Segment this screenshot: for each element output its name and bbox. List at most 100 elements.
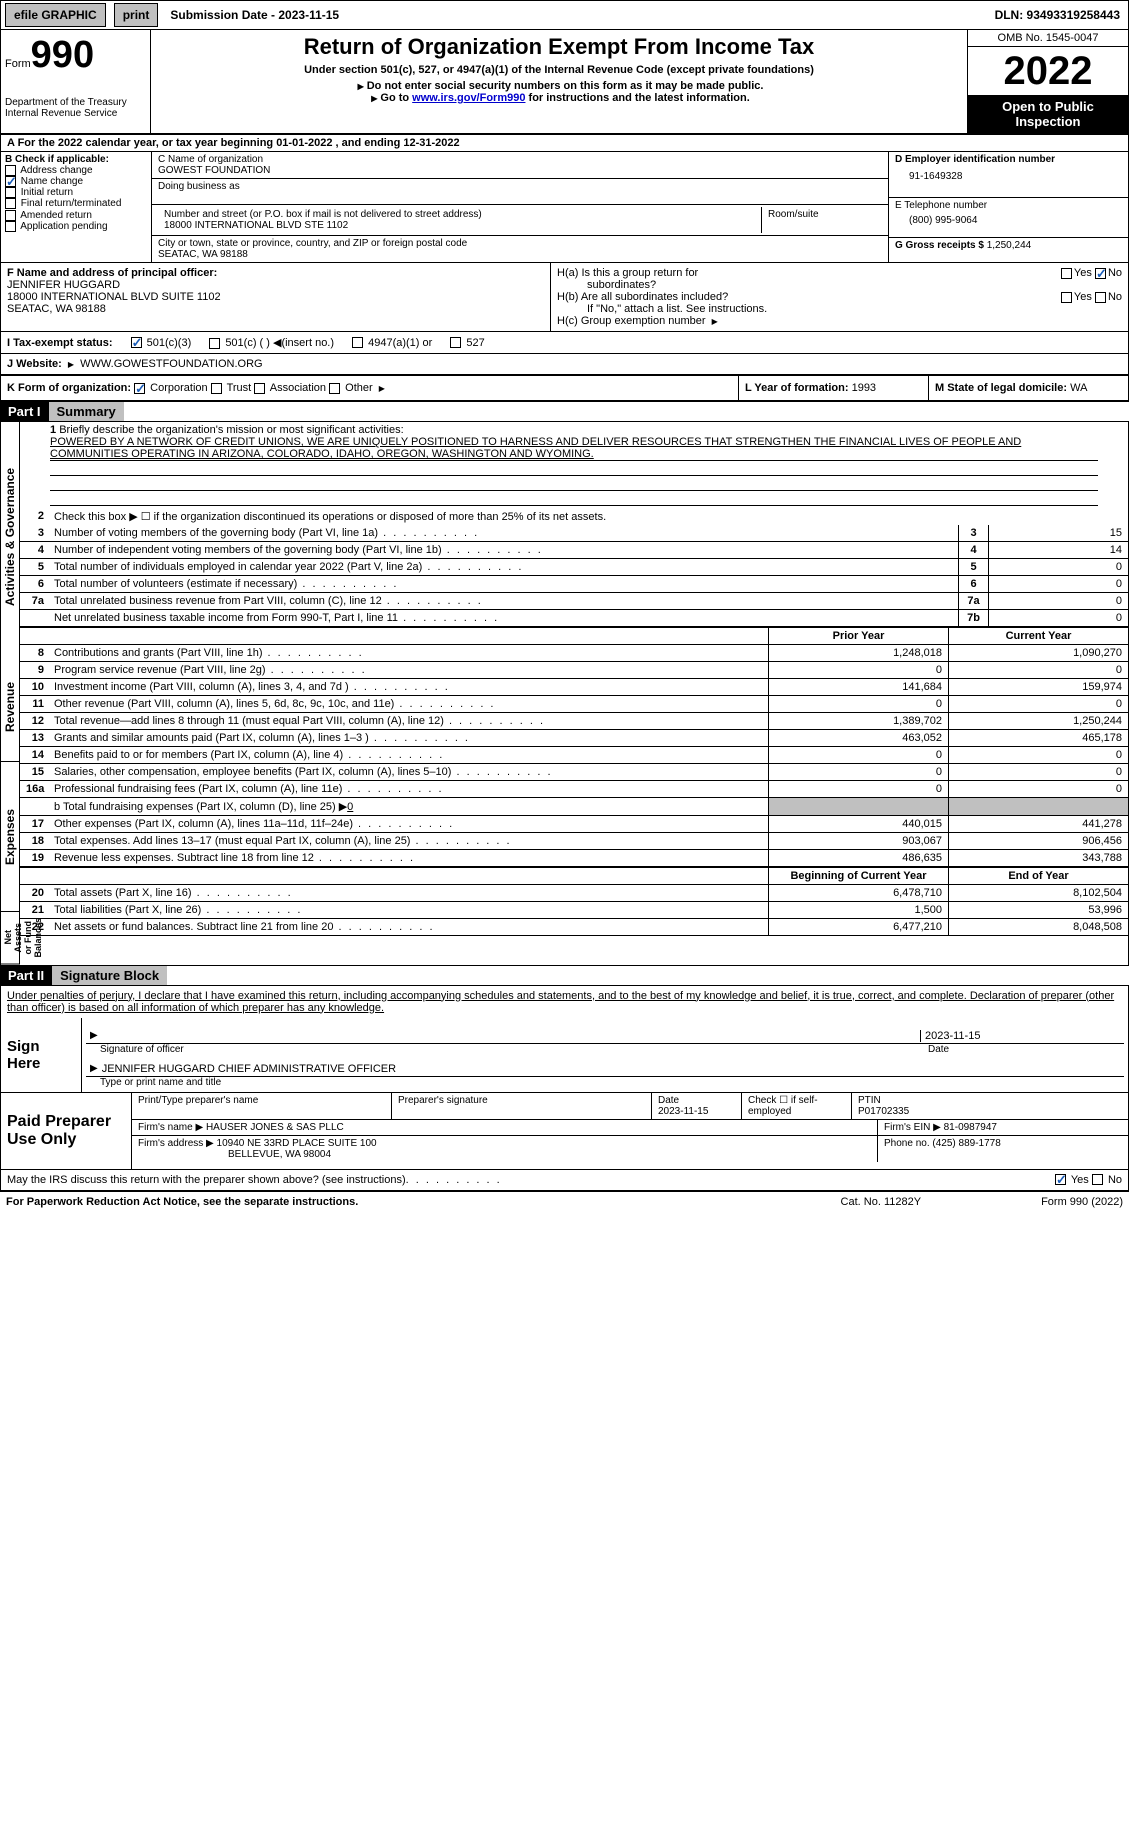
summary-section: Activities & Governance Revenue Expenses… [0, 421, 1129, 966]
main-title: Return of Organization Exempt From Incom… [155, 34, 963, 60]
org-name: GOWEST FOUNDATION [158, 165, 882, 176]
opt-final-return: Final return/terminated [21, 199, 122, 210]
firm-addr2: BELLEVUE, WA 98004 [138, 1149, 871, 1160]
line-val: 0 [988, 610, 1128, 626]
room-label: Room/suite [762, 207, 882, 233]
prior-val: 141,684 [768, 679, 948, 695]
opt-4947: 4947(a)(1) or [368, 337, 432, 349]
date-label: Date [924, 1044, 1124, 1055]
current-val: 0 [948, 747, 1128, 763]
chk-other[interactable] [329, 383, 340, 394]
line-text: Net unrelated business taxable income fr… [50, 610, 958, 626]
line-text: Other expenses (Part IX, column (A), lin… [50, 816, 768, 832]
chk-assoc[interactable] [254, 383, 265, 394]
part-i-label: Part I [0, 402, 49, 421]
prior-year-hdr: Prior Year [768, 628, 948, 644]
footer-mid: Cat. No. 11282Y [841, 1196, 922, 1208]
current-year-hdr: Current Year [948, 628, 1128, 644]
firm-ein-label: Firm's EIN ▶ [884, 1122, 941, 1133]
line-num: 10 [20, 679, 50, 695]
current-val: 53,996 [948, 902, 1128, 918]
vlabel-revenue: Revenue [1, 652, 20, 762]
opt-501c-insert: (insert no.) [281, 337, 334, 349]
sign-here-label: Sign Here [1, 1018, 81, 1092]
vlabel-netassets: Net Assets or Fund Balances [1, 912, 20, 965]
firm-addr1: 10940 NE 33RD PLACE SUITE 100 [217, 1138, 377, 1149]
l-label: L Year of formation: [745, 382, 849, 394]
chk-hb-yes[interactable] [1061, 292, 1072, 303]
tax-status-row: I Tax-exempt status: 501(c)(3) 501(c) ( … [0, 332, 1129, 354]
mission-text: POWERED BY A NETWORK OF CREDIT UNIONS, W… [50, 436, 1098, 461]
open-public-badge: Open to Public Inspection [968, 95, 1128, 133]
year-formation: 1993 [852, 382, 876, 394]
current-val: 441,278 [948, 816, 1128, 832]
dept-treasury: Department of the Treasury [5, 97, 146, 108]
prior-val: 440,015 [768, 816, 948, 832]
line-num: 3 [20, 525, 50, 541]
current-val: 8,048,508 [948, 919, 1128, 935]
opt-other: Other [345, 382, 373, 394]
instr-2-post: for instructions and the latest informat… [525, 92, 749, 104]
chk-527[interactable] [450, 337, 461, 348]
chk-hb-no[interactable] [1095, 292, 1106, 303]
line-text: Total liabilities (Part X, line 26) [50, 902, 768, 918]
efile-graphic-button[interactable]: efile GRAPHIC [5, 3, 106, 27]
line-val: 0 [988, 576, 1128, 592]
chk-name-change[interactable] [5, 176, 16, 187]
line-num: 19 [20, 850, 50, 866]
current-val: 906,456 [948, 833, 1128, 849]
line-text: Professional fundraising fees (Part IX, … [50, 781, 768, 797]
footer-right: Form 990 (2022) [1041, 1196, 1123, 1208]
form-word: Form [5, 58, 31, 70]
line-text: Number of independent voting members of … [50, 542, 958, 558]
ha-label2: subordinates? [557, 279, 1122, 291]
officer-addr1: 18000 INTERNATIONAL BLVD SUITE 1102 [7, 291, 544, 303]
current-val: 343,788 [948, 850, 1128, 866]
prior-val: 0 [768, 764, 948, 780]
prep-date-label: Date [658, 1095, 735, 1106]
website-row: J Website: WWW.GOWESTFOUNDATION.ORG [0, 354, 1129, 376]
d-label: D Employer identification number [895, 154, 1122, 165]
irs-link[interactable]: www.irs.gov/Form990 [412, 92, 525, 104]
chk-discuss-no[interactable] [1092, 1174, 1103, 1185]
line-text: Total number of volunteers (estimate if … [50, 576, 958, 592]
dba-label: Doing business as [158, 181, 882, 192]
line1-label: Briefly describe the organization's miss… [59, 424, 403, 436]
phone-label: Phone no. [884, 1138, 930, 1149]
chk-4947[interactable] [352, 337, 363, 348]
line-num: 11 [20, 696, 50, 712]
line-box: 5 [958, 559, 988, 575]
end-year-hdr: End of Year [948, 868, 1128, 884]
chk-amended[interactable] [5, 210, 16, 221]
chk-trust[interactable] [211, 383, 222, 394]
part-ii-label: Part II [0, 966, 52, 985]
hb-label: H(b) Are all subordinates included? [557, 291, 728, 303]
prep-name-label: Print/Type preparer's name [138, 1095, 385, 1106]
current-val: 1,090,270 [948, 645, 1128, 661]
part-ii-header: Part IISignature Block [0, 966, 1129, 985]
chk-ha-no[interactable] [1095, 268, 1106, 279]
chk-final-return[interactable] [5, 198, 16, 209]
chk-501c[interactable] [209, 338, 220, 349]
firm-ein: 81-0987947 [944, 1122, 997, 1133]
current-val: 0 [948, 696, 1128, 712]
prior-val: 6,477,210 [768, 919, 948, 935]
print-button[interactable]: print [114, 3, 159, 27]
opt-501c3: 501(c)(3) [147, 337, 192, 349]
opt-initial-return: Initial return [21, 187, 73, 198]
current-val: 465,178 [948, 730, 1128, 746]
line-text: Total number of individuals employed in … [50, 559, 958, 575]
chk-ha-yes[interactable] [1061, 268, 1072, 279]
chk-discuss-yes[interactable] [1055, 1174, 1066, 1185]
current-val: 1,250,244 [948, 713, 1128, 729]
submission-date: Submission Date - 2023-11-15 [162, 4, 347, 26]
dln-number: DLN: 93493319258443 [987, 4, 1128, 26]
chk-corp[interactable] [134, 383, 145, 394]
line-val: 14 [988, 542, 1128, 558]
line-text: Revenue less expenses. Subtract line 18 … [50, 850, 768, 866]
line-num: 16a [20, 781, 50, 797]
line-num: 5 [20, 559, 50, 575]
chk-app-pending[interactable] [5, 221, 16, 232]
state-domicile: WA [1070, 382, 1087, 394]
chk-501c3[interactable] [131, 337, 142, 348]
